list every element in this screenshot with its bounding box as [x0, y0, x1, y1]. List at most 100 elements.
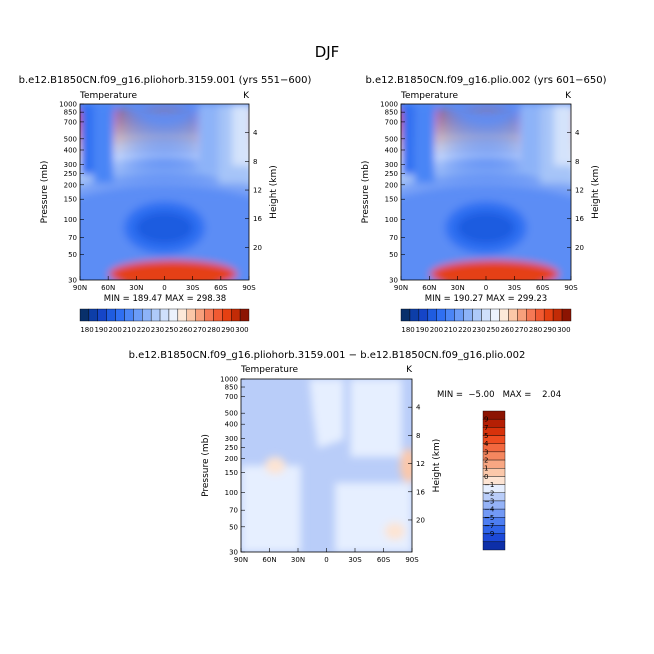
colorbar-label: 5 — [484, 432, 488, 440]
colorbar-label: 280 — [529, 326, 542, 334]
y-axis-label: Pressure (mb) — [40, 161, 50, 224]
y2-axis-label: Height (km) — [432, 439, 442, 493]
y-tick-label: 50 — [389, 251, 398, 259]
colorbar-label: 290 — [221, 326, 234, 334]
colorbar-swatch — [159, 308, 170, 322]
colorbar-swatch — [124, 308, 134, 322]
panel-1-title: b.e12.B1850CN.f09_g16.pliohorb.3159.001 … — [19, 75, 312, 86]
x-tick-label: 90S — [242, 284, 256, 292]
colorbar-label: −5 — [484, 514, 494, 522]
x-tick-label: 30N — [291, 556, 305, 564]
colorbar-swatch — [213, 308, 223, 322]
y-tick-label: 250 — [385, 170, 398, 178]
colorbar-swatch — [490, 308, 500, 322]
y-tick-label: 150 — [64, 196, 77, 204]
panel-3-plot: 3050701001502002503004005007008501000Pre… — [201, 376, 442, 565]
colorbar-swatch — [231, 308, 241, 322]
panel-3-title: b.e12.B1850CN.f09_g16.pliohorb.3159.001 … — [129, 350, 526, 361]
colorbar-swatch — [106, 308, 116, 322]
colorbar-label: 280 — [207, 326, 220, 334]
colorbar-swatch — [79, 308, 90, 322]
y-tick-label: 150 — [385, 196, 398, 204]
x-tick-label: 90N — [73, 284, 87, 292]
panel-2-plot: 3050701001502002503004005007008501000Pre… — [361, 101, 601, 293]
panel-2-units-label: K — [565, 91, 572, 101]
colorbar-label: 1 — [484, 465, 488, 473]
colorbar-swatch — [481, 308, 491, 322]
x-tick-label: 30N — [129, 284, 143, 292]
colorbar-label: 180 — [401, 326, 414, 334]
y-tick-label: 400 — [225, 421, 238, 429]
colorbar-panel-2: 180 190 200 210 220 230 250 260 270 280 290 300 — [400, 308, 572, 334]
colorbar-label: 270 — [515, 326, 528, 334]
x-tick-label: 0 — [484, 284, 488, 292]
y-tick-label: 850 — [225, 384, 238, 392]
y-tick-label: 30 — [68, 277, 77, 285]
y2-tick-label: 12 — [253, 187, 262, 195]
y2-tick-label: 4 — [416, 404, 421, 412]
x-tick-label: 90S — [564, 284, 578, 292]
y-tick-label: 300 — [385, 161, 398, 169]
y-tick-label: 500 — [385, 135, 398, 143]
colorbar-swatch — [142, 308, 152, 322]
y2-axis-label: Height (km) — [269, 165, 279, 219]
y2-tick-label: 16 — [416, 488, 425, 496]
x-tick-label: 90S — [405, 556, 419, 564]
colorbar-label: 2 — [484, 457, 488, 465]
y-tick-label: 250 — [64, 170, 77, 178]
y-tick-label: 400 — [385, 146, 398, 154]
colorbar-label: −2 — [484, 489, 494, 497]
x-tick-label: 0 — [324, 556, 328, 564]
x-tick-label: 60S — [377, 556, 391, 564]
y-tick-label: 1000 — [59, 101, 77, 109]
panel-3-variable-label: Temperature — [240, 365, 298, 375]
y-tick-label: 300 — [225, 435, 238, 443]
y2-axis-label: Height (km) — [591, 165, 601, 219]
colorbar-swatch — [177, 308, 187, 322]
panel-1-minmax: MIN = 189.47 MAX = 298.38 — [104, 294, 226, 304]
page-title: DJF — [315, 43, 340, 61]
panel-1-plot: 3050701001502002503004005007008501000Pre… — [40, 101, 279, 293]
colorbar-swatch — [168, 308, 179, 322]
y-tick-label: 850 — [385, 109, 398, 117]
colorbar-panel-1: 180 190 200 210 220 230 250 260 270 280 290 300 — [79, 308, 250, 334]
colorbar-swatch — [97, 308, 107, 322]
colorbar-label: 190 — [94, 326, 107, 334]
y-tick-label: 50 — [229, 523, 238, 531]
x-tick-label: 30S — [508, 284, 522, 292]
y-tick-label: 500 — [64, 135, 77, 143]
colorbar-swatch — [526, 308, 536, 322]
colorbar-label: −4 — [484, 506, 495, 514]
x-tick-label: 60N — [101, 284, 115, 292]
y-tick-label: 1000 — [380, 101, 398, 109]
colorbar-label: 300 — [235, 326, 248, 334]
colorbar-label: −3 — [484, 497, 494, 505]
colorbar-label: 230 — [151, 326, 164, 334]
y-tick-label: 250 — [225, 444, 238, 452]
y-tick-label: 70 — [389, 234, 398, 242]
colorbar-swatch — [482, 541, 506, 551]
colorbar-swatch — [552, 308, 563, 322]
x-tick-label: 0 — [162, 284, 166, 292]
y-tick-label: 700 — [64, 118, 77, 126]
x-tick-label: 60S — [536, 284, 550, 292]
colorbar-swatch — [115, 308, 125, 322]
colorbar-swatch — [499, 308, 509, 322]
y2-tick-label: 20 — [416, 516, 425, 524]
colorbar-label: 200 — [430, 326, 443, 334]
contour-fill — [241, 379, 412, 552]
panel-3-minmax: MIN = −5.00 MAX = 2.04 — [437, 390, 561, 400]
colorbar-swatch — [463, 308, 473, 322]
colorbar-label: 260 — [179, 326, 192, 334]
y-tick-label: 100 — [64, 216, 77, 224]
y2-tick-label: 20 — [253, 244, 262, 252]
colorbar-swatch — [445, 308, 455, 322]
y-tick-label: 50 — [68, 251, 77, 259]
colorbar-swatch — [472, 308, 482, 322]
colorbar-swatch — [239, 308, 250, 322]
colorbar-swatch — [517, 308, 527, 322]
y-tick-label: 500 — [225, 410, 238, 418]
x-tick-label: 30S — [348, 556, 362, 564]
y2-tick-label: 16 — [575, 215, 584, 223]
